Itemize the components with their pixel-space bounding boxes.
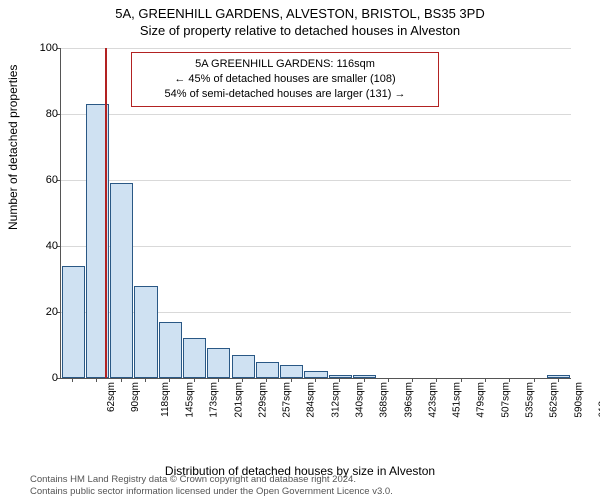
x-tickmark — [461, 378, 462, 382]
x-tickmark — [266, 378, 267, 382]
x-tick-label: 535sqm — [525, 382, 536, 418]
x-tickmark — [242, 378, 243, 382]
x-tick-label: 340sqm — [355, 382, 366, 418]
x-tickmark — [364, 378, 365, 382]
bar — [207, 348, 230, 378]
x-tick-label: 284sqm — [306, 382, 317, 418]
y-tick-label: 0 — [36, 372, 58, 384]
x-tickmark — [218, 378, 219, 382]
attribution: Contains HM Land Registry data © Crown c… — [30, 474, 393, 498]
x-tickmark — [96, 378, 97, 382]
x-tickmark — [72, 378, 73, 382]
bar — [110, 183, 133, 378]
y-tick-label: 60 — [36, 174, 58, 186]
x-tick-label: 118sqm — [160, 382, 171, 417]
bar — [329, 375, 352, 378]
bar — [353, 375, 376, 378]
x-tick-label: 396sqm — [403, 382, 414, 418]
x-tick-label: 590sqm — [573, 382, 584, 418]
chart-container: 5A, GREENHILL GARDENS, ALVESTON, BRISTOL… — [0, 0, 600, 500]
attribution-line2: Contains public sector information licen… — [30, 486, 393, 498]
annotation-line2: ← 45% of detached houses are smaller (10… — [140, 72, 430, 87]
x-tickmark — [436, 378, 437, 382]
y-tick-label: 100 — [36, 42, 58, 54]
annotation-line1: 5A GREENHILL GARDENS: 116sqm — [140, 57, 430, 72]
y-tick-label: 80 — [36, 108, 58, 120]
gridline — [61, 180, 571, 181]
y-tick-label: 40 — [36, 240, 58, 252]
x-tickmark — [194, 378, 195, 382]
x-tick-label: 62sqm — [106, 382, 117, 412]
x-tickmark — [121, 378, 122, 382]
gridline — [61, 48, 571, 49]
x-tick-label: 451sqm — [452, 382, 463, 418]
x-tick-label: 173sqm — [209, 382, 220, 418]
x-tickmark — [315, 378, 316, 382]
x-tickmark — [534, 378, 535, 382]
x-tick-label: 312sqm — [330, 382, 341, 418]
bar — [304, 371, 327, 378]
x-tick-label: 562sqm — [549, 382, 560, 418]
x-tick-label: 368sqm — [379, 382, 390, 418]
chart-area: 5A GREENHILL GARDENS: 116sqm← 45% of det… — [60, 48, 570, 418]
gridline — [61, 114, 571, 115]
y-axis-label: Number of detached properties — [6, 65, 20, 230]
bar — [256, 362, 279, 379]
attribution-line1: Contains HM Land Registry data © Crown c… — [30, 474, 393, 486]
bar — [280, 365, 303, 378]
x-tick-label: 479sqm — [476, 382, 487, 418]
bar — [547, 375, 570, 378]
plot-area: 5A GREENHILL GARDENS: 116sqm← 45% of det… — [60, 48, 571, 379]
x-tick-label: 423sqm — [427, 382, 438, 418]
x-tick-label: 145sqm — [185, 382, 196, 418]
x-tickmark — [291, 378, 292, 382]
gridline — [61, 246, 571, 247]
x-tickmark — [485, 378, 486, 382]
bar — [62, 266, 85, 378]
x-tick-label: 229sqm — [257, 382, 268, 418]
chart-title: 5A, GREENHILL GARDENS, ALVESTON, BRISTOL… — [0, 0, 600, 21]
x-tick-label: 507sqm — [500, 382, 511, 418]
x-tickmark — [558, 378, 559, 382]
x-tick-label: 201sqm — [233, 382, 244, 418]
bar — [183, 338, 206, 378]
y-tick-label: 20 — [36, 306, 58, 318]
annotation-line3: 54% of semi-detached houses are larger (… — [140, 87, 430, 102]
x-tick-label: 257sqm — [282, 382, 293, 418]
x-tickmark — [339, 378, 340, 382]
x-tickmark — [509, 378, 510, 382]
bar — [232, 355, 255, 378]
highlight-line — [105, 48, 107, 378]
x-tickmark — [145, 378, 146, 382]
bar — [159, 322, 182, 378]
bar — [134, 286, 157, 378]
x-tickmark — [169, 378, 170, 382]
x-tickmark — [388, 378, 389, 382]
annotation-box: 5A GREENHILL GARDENS: 116sqm← 45% of det… — [131, 52, 439, 107]
x-tick-label: 90sqm — [130, 382, 141, 412]
chart-subtitle: Size of property relative to detached ho… — [0, 21, 600, 38]
x-tickmark — [412, 378, 413, 382]
